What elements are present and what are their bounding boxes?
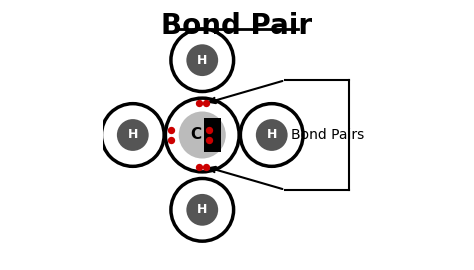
Point	[167, 138, 174, 142]
Circle shape	[186, 194, 218, 226]
Text: H: H	[266, 129, 277, 141]
Point	[202, 164, 210, 169]
Text: Bond Pair: Bond Pair	[162, 12, 312, 40]
Point	[202, 101, 210, 106]
Circle shape	[240, 104, 303, 166]
Text: Bond Pairs: Bond Pairs	[291, 128, 365, 142]
Point	[206, 127, 213, 132]
Circle shape	[179, 112, 226, 158]
Point	[195, 164, 202, 169]
Circle shape	[171, 29, 234, 92]
Circle shape	[117, 119, 149, 151]
Text: H: H	[197, 203, 208, 216]
Circle shape	[101, 104, 164, 166]
Circle shape	[165, 98, 239, 172]
Point	[195, 101, 202, 106]
Circle shape	[171, 178, 234, 241]
Text: C: C	[190, 127, 201, 143]
Point	[206, 138, 213, 143]
Text: H: H	[197, 54, 208, 67]
Text: H: H	[128, 129, 138, 141]
Point	[167, 128, 174, 132]
Circle shape	[186, 44, 218, 76]
Circle shape	[256, 119, 288, 151]
Bar	[204, 118, 221, 152]
